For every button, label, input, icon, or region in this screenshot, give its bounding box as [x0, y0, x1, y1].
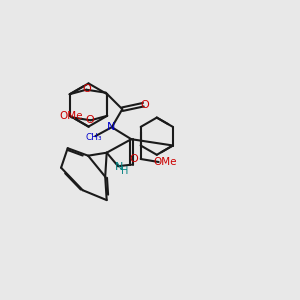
- Text: H: H: [121, 166, 128, 176]
- Text: O: O: [86, 115, 94, 125]
- Text: OMe: OMe: [59, 111, 83, 122]
- Text: N: N: [107, 122, 116, 132]
- Text: OMe: OMe: [154, 157, 177, 167]
- Text: O: O: [83, 84, 92, 94]
- Text: O: O: [130, 154, 139, 164]
- Text: O: O: [140, 100, 149, 110]
- Text: CH₃: CH₃: [85, 133, 102, 142]
- Text: N: N: [115, 162, 123, 172]
